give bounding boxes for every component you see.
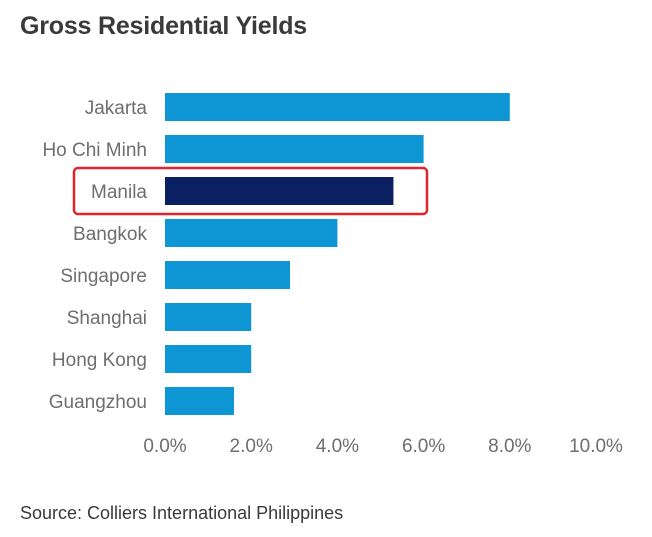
category-label: Guangzhou [49,392,147,413]
highlight-box [72,166,429,216]
category-label: Shanghai [67,308,147,329]
bar-ho-chi-minh [165,135,424,163]
category-label: Jakarta [85,98,148,119]
x-tick-label: 0.0% [143,436,186,457]
chart-title: Gross Residential Yields [20,12,307,40]
x-tick-label: 6.0% [402,436,445,457]
bar-jakarta [165,93,510,121]
bar-hong-kong [165,345,252,373]
x-tick-label: 8.0% [488,436,531,457]
bar-guangzhou [165,387,234,415]
bar-manila [165,177,394,205]
category-label: Manila [91,182,147,203]
bar-shanghai [165,303,252,331]
category-label: Ho Chi Minh [42,140,147,161]
x-tick-label: 2.0% [230,436,273,457]
source-note: Source: Colliers International Philippin… [20,503,344,523]
x-tick-label: 10.0% [569,436,623,457]
bar-bangkok [165,219,338,247]
x-tick-label: 4.0% [316,436,359,457]
category-label: Singapore [60,266,147,287]
category-label: Hong Kong [52,350,147,371]
category-label: Bangkok [73,224,147,245]
bar-singapore [165,261,290,289]
